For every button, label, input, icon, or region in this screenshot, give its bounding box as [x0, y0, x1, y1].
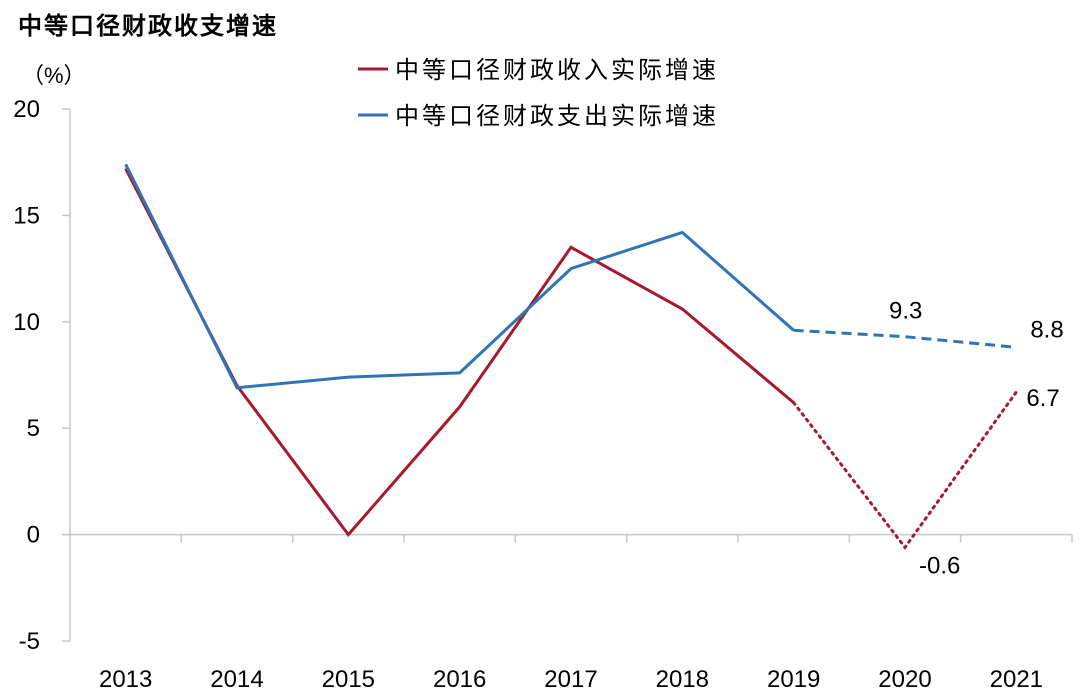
data-label: 9.3 [889, 298, 922, 325]
x-tick-label: 2017 [544, 666, 597, 693]
y-tick-label: 10 [13, 309, 40, 336]
series-line-expenditure [124, 163, 795, 390]
y-axis-unit-label: （%） [22, 63, 86, 88]
data-label: 8.8 [1030, 316, 1063, 343]
y-tick-label: 5 [27, 415, 40, 442]
chart-title: 中等口径财政收支增速 [18, 11, 278, 40]
series-projection-revenue [792, 390, 1018, 550]
legend-label-revenue: 中等口径财政收入实际增速 [395, 56, 719, 84]
data-label: 6.7 [1026, 385, 1059, 412]
series-projection-expenditure [793, 328, 1017, 349]
x-tick-label: 2016 [433, 666, 486, 693]
y-tick-label: 0 [27, 522, 40, 549]
y-tick-label: 15 [13, 202, 40, 229]
x-tick-label: 2020 [878, 666, 931, 693]
y-tick-label: -5 [19, 628, 40, 655]
legend-label-expenditure: 中等口径财政支出实际增速 [395, 102, 719, 130]
x-tick-label: 2015 [322, 666, 375, 693]
x-tick-label: 2021 [990, 666, 1043, 693]
x-tick-label: 2013 [99, 666, 152, 693]
series-line-revenue [124, 167, 795, 537]
x-tick-label: 2018 [656, 666, 709, 693]
x-tick-label: 2014 [210, 666, 263, 693]
y-tick-label: 20 [13, 96, 40, 123]
x-tick-label: 2019 [767, 666, 820, 693]
data-label: -0.6 [919, 552, 960, 579]
